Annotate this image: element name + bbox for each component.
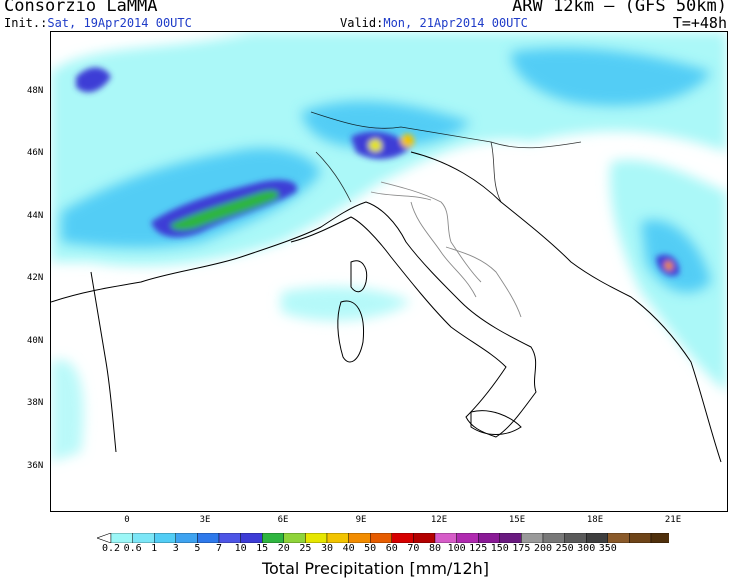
init-time: Init.:Sat, 19Apr2014 00UTC [4,16,192,30]
colorbar-segment [521,533,544,543]
colorbar-level-label: 30 [320,543,334,554]
colorbar-level-label: 10 [234,543,247,554]
colorbar-level-label: 350 [598,543,617,554]
colorbar-min-arrow [97,533,112,543]
colorbar-segment [154,533,177,543]
forecast-hour: T=+48h [672,14,727,32]
colorbar-segment [629,533,652,543]
colorbar-segment [305,533,328,543]
colorbar-level-label: 70 [407,543,420,554]
colorbar-level-label: 50 [364,543,377,554]
colorbar-segment [261,533,284,543]
colorbar-segment [240,533,263,543]
colorbar-level-label: 20 [277,543,290,554]
org-title: Consorzio LaMMA [4,0,158,16]
lat-label-44n: 44N [27,211,44,221]
colorbar-level-label: 150 [490,543,509,554]
colorbar-level-label: 60 [385,543,398,554]
lon-label-15e: 15E [508,515,526,525]
colorbar-segment [110,533,133,543]
coastlines [51,151,722,463]
colorbar-level-label: 5 [194,543,201,554]
colorbar-segment [434,533,457,543]
colorbar-level-label: 3 [172,543,179,554]
precipitation-colorbar [97,533,669,543]
colorbar-segment [564,533,587,543]
region-borders [370,181,522,318]
lat-label-48n: 48N [27,86,44,96]
colorbar-segment [175,533,198,543]
model-title: ARW 12km – (GFS 50km) [512,0,727,16]
valid-value: Mon, 21Apr2014 00UTC [383,16,528,30]
colorbar-title: Total Precipitation [mm/12h] [261,559,490,578]
lon-label-0: 0 [124,515,130,525]
colorbar-level-label: 0.2 [101,543,121,554]
lon-label-9e: 9E [355,515,367,525]
colorbar-segment [283,533,306,543]
lon-label-21e: 21E [664,515,682,525]
colorbar-segment [132,533,155,543]
colorbar-segment [370,533,393,543]
lat-label-40n: 40N [27,336,44,346]
colorbar-segment [218,533,241,543]
lon-label-12e: 12E [430,515,448,525]
colorbar-segment [478,533,501,543]
colorbar-level-label: 40 [342,543,355,554]
colorbar-segment [650,533,669,543]
colorbar-segment [607,533,630,543]
init-value: Sat, 19Apr2014 00UTC [47,16,192,30]
map-canvas [51,32,727,463]
lon-label-18e: 18E [586,515,604,525]
lat-label-42n: 42N [27,273,44,283]
colorbar-segment [197,533,220,543]
colorbar-level-label: 100 [447,543,466,554]
country-borders [310,111,582,203]
lat-label-38n: 38N [27,398,44,408]
colorbar-level-label: 25 [299,543,312,554]
precip-field-heavy [76,67,680,277]
colorbar-segment [499,533,522,543]
colorbar-level-label: 175 [512,543,531,554]
colorbar-level-label: 250 [555,543,574,554]
lon-label-3e: 3E [199,515,211,525]
lon-label-6e: 6E [277,515,289,525]
colorbar-level-label: 200 [533,543,553,554]
colorbar-segment [456,533,479,543]
colorbar-segment [413,533,436,543]
precipitation-map [50,31,728,512]
lat-label-46n: 46N [27,148,44,158]
init-label: Init.: [4,16,48,30]
colorbar-level-label: 7 [215,543,223,554]
colorbar-level-label: 80 [428,543,442,554]
colorbar-level-label: 125 [469,543,488,554]
valid-label: Valid: [340,16,384,30]
colorbar-segment [391,533,414,543]
colorbar-segment [326,533,349,543]
colorbar-segment [542,533,565,543]
valid-time: Valid:Mon, 21Apr2014 00UTC [340,16,528,30]
colorbar-level-label: 1 [151,543,158,554]
colorbar-level-label: 300 [577,543,596,554]
precip-field-moderate [61,48,711,293]
colorbar-level-label: 0.6 [123,543,142,554]
colorbar-segment [586,533,609,543]
colorbar-level-label: 15 [256,543,269,554]
colorbar-segment [348,533,371,543]
lat-label-36n: 36N [27,461,44,471]
